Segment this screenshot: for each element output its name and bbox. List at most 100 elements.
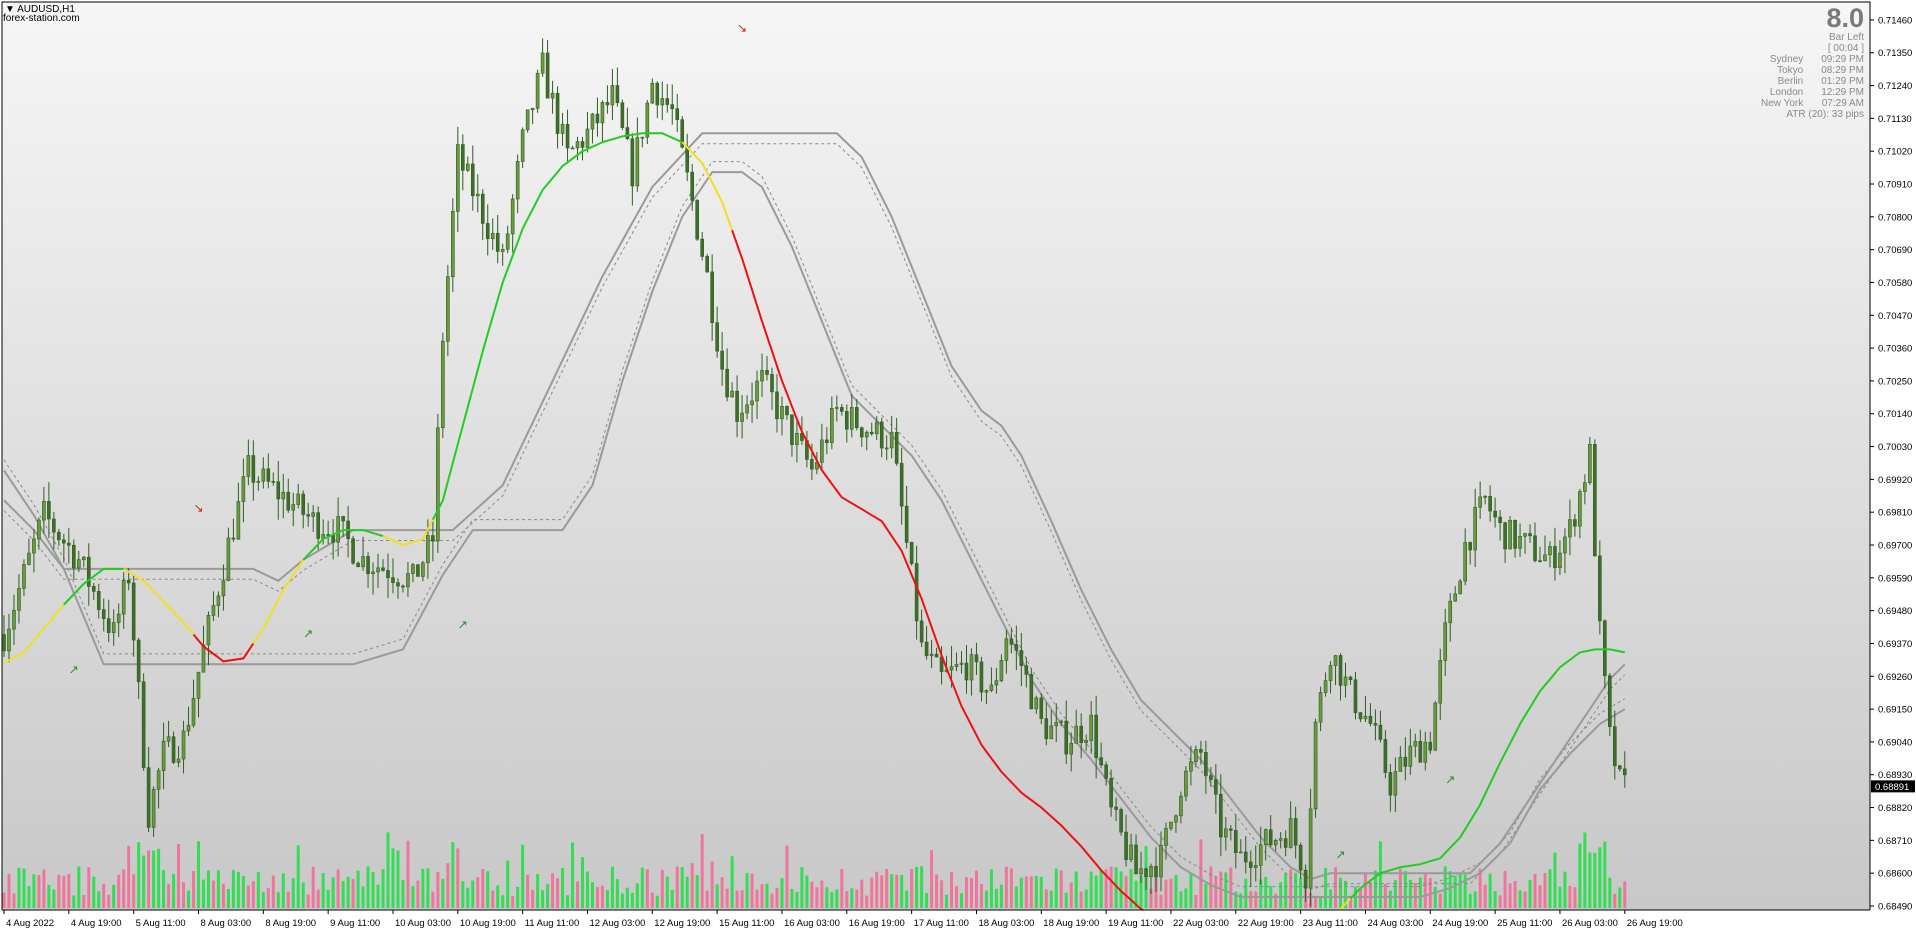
candle-body (386, 570, 390, 579)
candle-body (351, 538, 355, 564)
volume-bar (496, 885, 500, 908)
candle-body (196, 671, 201, 699)
candle-body (575, 141, 580, 149)
candle-body (22, 564, 26, 589)
volume-bar (1039, 876, 1043, 908)
volume-bar (1314, 895, 1318, 908)
candle-body (1588, 444, 1592, 483)
candle-body (1243, 851, 1248, 863)
volume-bar (256, 872, 260, 908)
candle-body (849, 407, 854, 430)
candle-body (1593, 444, 1597, 557)
candle-body (1094, 714, 1098, 758)
candle-body (595, 113, 600, 124)
volume-bar (1623, 881, 1627, 908)
volume-bar (1393, 880, 1397, 908)
time-tick-label: 24 Aug 19:00 (1432, 918, 1488, 929)
price-tick-label: 0.69920 (1878, 475, 1912, 486)
volume-bar (675, 866, 679, 908)
source-label: forex-station.com (3, 13, 80, 24)
volume-bar (416, 880, 420, 908)
candle-body (590, 113, 595, 130)
candle-body (1403, 756, 1408, 767)
volume-bar (605, 890, 609, 908)
candle-body (121, 580, 126, 615)
candle-body (62, 539, 66, 544)
time-tick-label: 9 Aug 11:00 (330, 918, 380, 929)
volume-bar (1334, 867, 1338, 908)
volume-bar (386, 832, 390, 908)
candle-body (1428, 741, 1433, 751)
candle-body (1034, 697, 1039, 710)
candle-body (191, 698, 196, 726)
candle-body (1238, 851, 1243, 854)
volume-bar (1583, 832, 1587, 908)
volume-bar (1174, 875, 1178, 908)
volume-bar (910, 868, 914, 908)
volume-bar (994, 888, 998, 908)
volume-bar (117, 874, 121, 908)
candle-body (1458, 580, 1463, 595)
volume-bar (1154, 877, 1158, 908)
signal-arrow-up-icon: ↗ (458, 618, 468, 632)
candle-body (1134, 844, 1138, 875)
volume-bar (1388, 890, 1392, 908)
volume-bar (690, 863, 694, 908)
dropdown-triangle-icon[interactable]: ▼ (5, 4, 15, 15)
candle-body (86, 556, 91, 587)
volume-bar (1169, 878, 1173, 908)
volume-bar (925, 893, 929, 908)
volume-bar (1284, 873, 1288, 908)
candle-body (889, 431, 894, 449)
volume-bar (1458, 873, 1462, 908)
signal-arrow-up-icon: ↗ (1445, 773, 1455, 787)
candle-body (57, 531, 61, 541)
volume-bar (37, 874, 41, 908)
candle-body (226, 537, 231, 581)
clock-row-berlin: Berlin 01:29 PM (1777, 76, 1864, 87)
volume-bar (291, 878, 295, 908)
candle-body (271, 481, 276, 483)
volume-bar (396, 850, 400, 908)
candle-body (480, 193, 485, 224)
volume-bar (795, 891, 799, 908)
volume-bar (1159, 894, 1163, 908)
time-tick-label: 12 Aug 19:00 (654, 918, 710, 929)
volume-bar (506, 860, 510, 908)
candle-body (1318, 692, 1323, 723)
candle-body (1468, 542, 1472, 551)
candle-body (1283, 838, 1288, 848)
symbol-header[interactable]: ▼ AUDUSD,H1 (5, 4, 75, 15)
candle-body (1004, 638, 1009, 661)
volume-bar (964, 877, 968, 908)
candle-body (116, 613, 121, 623)
volume-bar (969, 878, 973, 908)
candle-body (750, 400, 754, 406)
volume-bar (1443, 866, 1447, 908)
candle-body (231, 537, 236, 540)
volume-bar (979, 884, 983, 908)
candle-body (810, 459, 814, 470)
volume-bar (1418, 877, 1422, 908)
volume-bar (1518, 890, 1522, 908)
candle-body (735, 390, 739, 422)
candle-body (545, 52, 550, 99)
volume-bar (137, 842, 141, 908)
volume-bar (1593, 852, 1597, 908)
candle-body (186, 724, 191, 732)
volume-bar (57, 874, 61, 908)
price-tick-label: 0.69150 (1878, 705, 1912, 716)
volume-bar (421, 868, 425, 908)
candle-body (1363, 715, 1368, 720)
price-tick-label: 0.70360 (1878, 344, 1912, 355)
volume-bar (47, 884, 51, 908)
candle-body (261, 468, 266, 482)
volume-bar (536, 873, 540, 908)
candle-body (740, 412, 744, 422)
volume-bar (162, 870, 166, 908)
candle-body (1617, 765, 1622, 770)
candle-body (919, 620, 924, 643)
time-tick-label: 16 Aug 19:00 (849, 918, 905, 929)
